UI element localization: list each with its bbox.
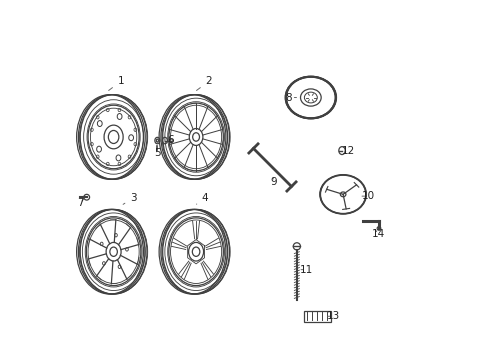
Text: 13: 13 xyxy=(326,311,339,321)
Text: 2: 2 xyxy=(196,76,211,90)
Text: 6: 6 xyxy=(164,135,174,145)
Text: 14: 14 xyxy=(371,229,384,239)
Text: 3: 3 xyxy=(123,193,136,204)
Text: 4: 4 xyxy=(196,193,208,204)
Text: 1: 1 xyxy=(108,76,124,90)
Text: 11: 11 xyxy=(299,265,312,275)
Text: 7: 7 xyxy=(77,198,83,208)
Text: 5: 5 xyxy=(154,142,161,158)
Text: 8: 8 xyxy=(285,93,296,103)
Text: 12: 12 xyxy=(341,146,354,156)
Bar xyxy=(303,311,330,321)
Text: 10: 10 xyxy=(361,191,374,201)
Text: 9: 9 xyxy=(269,177,276,187)
